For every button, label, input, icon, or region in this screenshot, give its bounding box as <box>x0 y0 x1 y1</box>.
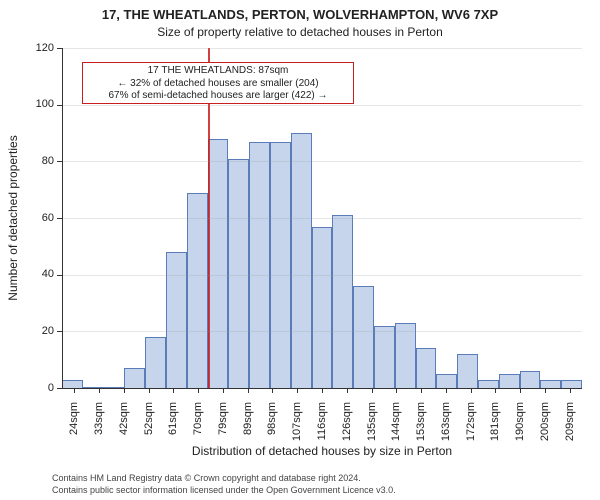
x-tick <box>272 388 273 393</box>
x-tick <box>99 388 100 393</box>
y-axis-label: Number of detached properties <box>6 118 20 318</box>
histogram-bar <box>291 133 312 388</box>
x-tick-label: 209sqm <box>564 402 576 452</box>
histogram-bar <box>332 215 353 388</box>
y-gridline <box>62 105 582 106</box>
histogram-bar <box>353 286 374 388</box>
histogram-bar <box>374 326 395 388</box>
x-tick-label: 163sqm <box>440 402 452 452</box>
histogram-bar <box>166 252 187 388</box>
x-tick-label: 107sqm <box>291 402 303 452</box>
x-tick-label: 126sqm <box>341 402 353 452</box>
y-gridline <box>62 331 582 332</box>
y-gridline <box>62 218 582 219</box>
x-tick <box>446 388 447 393</box>
histogram-bar <box>270 142 291 389</box>
histogram-bar <box>499 374 520 388</box>
y-tick-label: 40 <box>24 268 54 280</box>
x-tick <box>198 388 199 393</box>
x-tick-label: 89sqm <box>242 402 254 452</box>
histogram-bar <box>228 159 249 389</box>
y-gridline <box>62 48 582 49</box>
histogram-bar <box>187 193 208 389</box>
annotation-box: 17 THE WHEATLANDS: 87sqm← 32% of detache… <box>82 62 354 104</box>
y-tick-label: 100 <box>24 98 54 110</box>
histogram-bar <box>208 139 229 388</box>
annotation-line: 67% of semi-detached houses are larger (… <box>85 90 351 103</box>
x-tick-label: 172sqm <box>465 402 477 452</box>
x-tick-label: 61sqm <box>167 402 179 452</box>
x-tick-label: 70sqm <box>192 402 204 452</box>
annotation-line: ← 32% of detached houses are smaller (20… <box>85 78 351 91</box>
x-tick <box>347 388 348 393</box>
histogram-bar <box>457 354 478 388</box>
x-tick <box>322 388 323 393</box>
y-axis-line <box>62 48 63 388</box>
x-tick <box>149 388 150 393</box>
x-tick <box>173 388 174 393</box>
footer-credits: Contains HM Land Registry data © Crown c… <box>52 472 396 496</box>
x-tick <box>74 388 75 393</box>
x-tick-label: 135sqm <box>366 402 378 452</box>
x-tick-label: 52sqm <box>143 402 155 452</box>
annotation-line: 17 THE WHEATLANDS: 87sqm <box>85 65 351 78</box>
x-tick-label: 144sqm <box>390 402 402 452</box>
x-tick-label: 153sqm <box>415 402 427 452</box>
y-tick-label: 60 <box>24 212 54 224</box>
footer-line: Contains public sector information licen… <box>52 484 396 496</box>
x-tick-label: 79sqm <box>217 402 229 452</box>
x-tick <box>520 388 521 393</box>
x-tick-label: 116sqm <box>316 402 328 452</box>
x-tick-label: 200sqm <box>539 402 551 452</box>
histogram-bar <box>249 142 270 389</box>
x-tick <box>396 388 397 393</box>
x-tick-label: 42sqm <box>118 402 130 452</box>
y-tick-label: 0 <box>24 382 54 394</box>
histogram-bar <box>62 380 83 389</box>
y-gridline <box>62 161 582 162</box>
y-tick-label: 20 <box>24 325 54 337</box>
histogram-bar <box>436 374 457 388</box>
x-tick <box>124 388 125 393</box>
x-tick <box>297 388 298 393</box>
footer-line: Contains HM Land Registry data © Crown c… <box>52 472 396 484</box>
histogram-bar <box>145 337 166 388</box>
histogram-bar <box>312 227 333 389</box>
x-tick-label: 98sqm <box>266 402 278 452</box>
x-tick <box>421 388 422 393</box>
histogram-bar <box>124 368 145 388</box>
x-tick <box>372 388 373 393</box>
x-tick <box>471 388 472 393</box>
x-tick <box>223 388 224 393</box>
chart-subtitle: Size of property relative to detached ho… <box>0 25 600 39</box>
x-tick <box>570 388 571 393</box>
x-tick <box>248 388 249 393</box>
histogram-bar <box>540 380 561 389</box>
y-gridline <box>62 275 582 276</box>
x-tick-label: 181sqm <box>489 402 501 452</box>
x-tick-label: 190sqm <box>514 402 526 452</box>
x-tick <box>495 388 496 393</box>
histogram-bar <box>395 323 416 388</box>
y-tick-label: 80 <box>24 155 54 167</box>
x-tick-label: 33sqm <box>93 402 105 452</box>
chart-title: 17, THE WHEATLANDS, PERTON, WOLVERHAMPTO… <box>0 7 600 22</box>
histogram-bar <box>478 380 499 389</box>
histogram-bar <box>520 371 541 388</box>
x-tick <box>545 388 546 393</box>
x-tick-label: 24sqm <box>68 402 80 452</box>
y-tick-label: 120 <box>24 42 54 54</box>
histogram-bar <box>561 380 582 389</box>
histogram-bar <box>416 348 437 388</box>
